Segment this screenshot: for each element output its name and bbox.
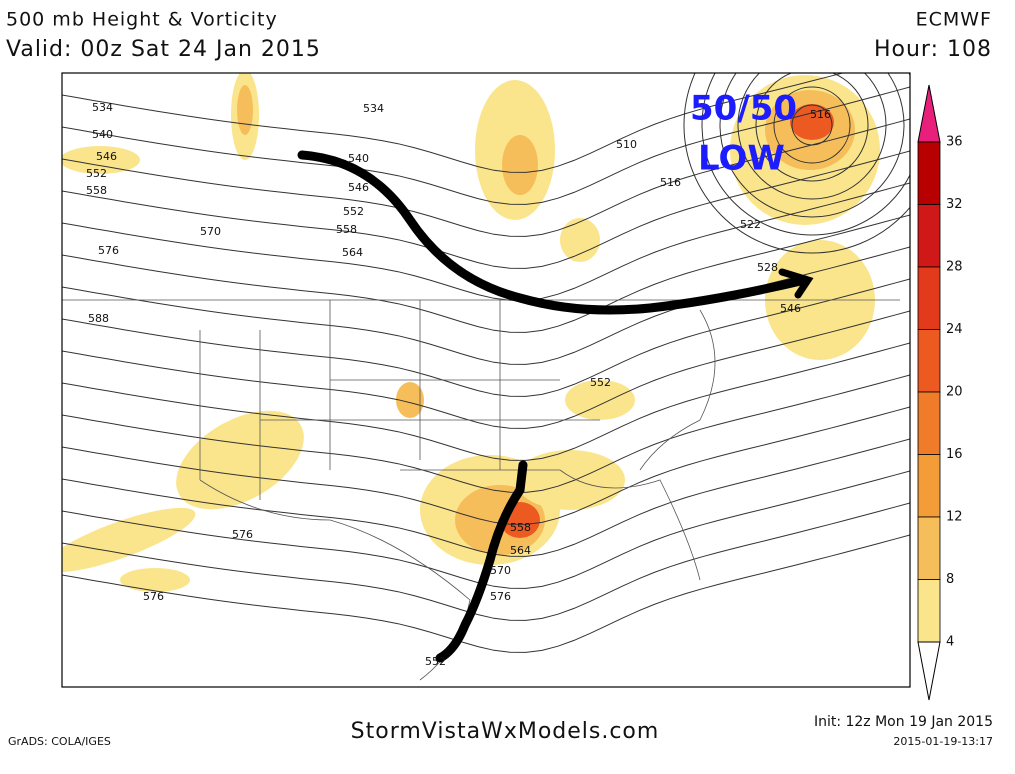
colorbar: 36 32 28 24 20 16 12 8 4	[917, 84, 963, 701]
contour-label: 564	[510, 544, 531, 557]
trough-axis-arrows	[297, 150, 814, 663]
colorbar-segment	[917, 516, 941, 580]
contour-line	[755, 73, 869, 182]
colorbar-tick-label: 20	[946, 385, 963, 400]
init-time: Init: 12z Mon 19 Jan 2015	[814, 714, 993, 730]
map-area: 50/50 LOW	[62, 73, 910, 687]
contour-label: 552	[590, 376, 611, 389]
contour-line	[62, 310, 910, 429]
valid-time: Valid: 00z Sat 24 Jan 2015	[6, 37, 321, 62]
political-boundaries	[62, 299, 900, 681]
contour-line	[683, 73, 910, 254]
contour-label: 546	[348, 181, 369, 194]
annotation: LOW	[698, 139, 785, 179]
contour-label: 540	[348, 152, 369, 165]
contour-line	[62, 278, 910, 397]
contour-label: 576	[232, 528, 253, 541]
contour-label: 528	[757, 261, 778, 274]
contour-label: 546	[96, 150, 117, 163]
contour-line	[62, 182, 910, 301]
contour-label: 564	[342, 246, 363, 259]
contour-line	[773, 86, 851, 164]
colorbar-tick-label: 24	[946, 322, 963, 337]
contour-line	[62, 118, 910, 237]
title: 500 mb Height & Vorticity	[6, 9, 278, 31]
contour-label: 558	[336, 223, 357, 236]
colorbar-over	[917, 84, 941, 143]
map-frame	[61, 72, 911, 688]
colorbar-segment	[917, 579, 941, 643]
contour-label: 576	[143, 590, 164, 603]
contour-line	[62, 150, 910, 269]
contour-label: 516	[660, 176, 681, 189]
colorbar-segment	[917, 391, 941, 455]
colorbar-tick-label: 28	[946, 260, 963, 275]
colorbar-tick-label: 8	[946, 572, 954, 587]
contour-label: 570	[490, 564, 511, 577]
colorbar-segment	[917, 204, 941, 268]
contour-label: 522	[740, 218, 761, 231]
contour-line	[62, 406, 910, 525]
colorbar-tick-label: 16	[946, 447, 963, 462]
contour-line	[62, 86, 910, 205]
contour-line	[719, 73, 905, 218]
contour-label: 552	[425, 655, 446, 668]
contour-line	[791, 104, 833, 146]
contour-label: 510	[616, 138, 637, 151]
contour-label: 558	[86, 184, 107, 197]
contour-label: 534	[92, 101, 113, 114]
contour-line	[737, 73, 887, 200]
colorbar-segment	[917, 266, 941, 330]
contour-line	[62, 214, 910, 333]
colorbar-under	[917, 641, 941, 701]
contour-label: 516	[810, 108, 831, 121]
colorbar-segment	[917, 454, 941, 518]
colorbar-segment	[917, 329, 941, 393]
contour-labels: 534 540 546 552 558 570 576 588 534 540 546 552 558 5…	[86, 101, 831, 668]
contour-label: 540	[92, 128, 113, 141]
software-credit: GrADS: COLA/IGES	[8, 735, 111, 748]
vorticity-shading	[62, 73, 880, 592]
contour-line	[62, 73, 845, 173]
contour-line	[62, 502, 910, 621]
contour-line	[701, 73, 910, 236]
colorbar-segment	[917, 141, 941, 205]
timestamp: 2015-01-19-13:17	[893, 735, 993, 748]
contour-label: 570	[200, 225, 221, 238]
contour-label: 576	[490, 590, 511, 603]
contour-label: 588	[88, 312, 109, 325]
colorbar-tick-label: 36	[946, 135, 963, 150]
contour-line	[62, 534, 910, 653]
contour-label: 534	[363, 102, 384, 115]
colorbar-tick-label: 32	[946, 197, 963, 212]
annotation: 50/50	[690, 89, 797, 129]
colorbar-tick-label: 12	[946, 510, 963, 525]
contour-label: 558	[510, 521, 531, 534]
model-name: ECMWF	[916, 9, 992, 31]
contour-line	[62, 342, 910, 461]
contour-label: 546	[780, 302, 801, 315]
colorbar-tick-label: 4	[946, 635, 954, 650]
contour-label: 552	[343, 205, 364, 218]
forecast-hour: Hour: 108	[874, 37, 992, 62]
contour-label: 576	[98, 244, 119, 257]
contour-line	[62, 438, 910, 557]
site-credit: StormVistaWxModels.com	[351, 719, 660, 744]
contour-line	[62, 374, 910, 493]
contour-label: 552	[86, 167, 107, 180]
